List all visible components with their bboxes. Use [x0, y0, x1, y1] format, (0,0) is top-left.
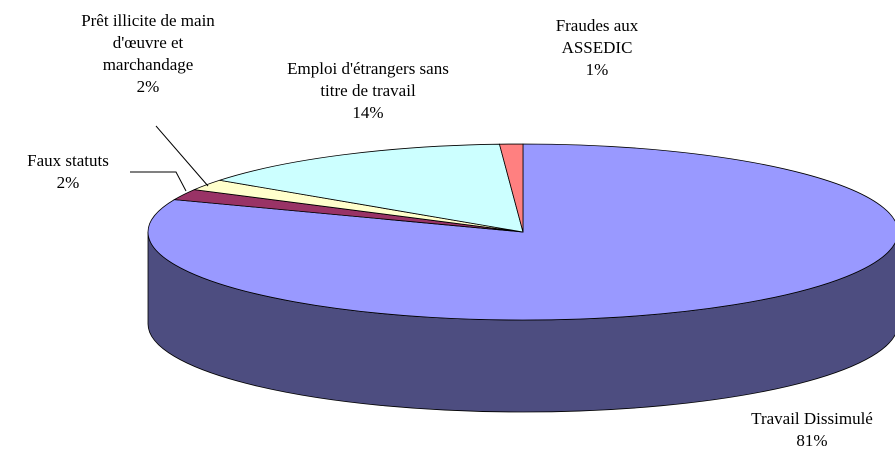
leader-line — [155, 125, 209, 187]
category-label: Travail Dissimulé — [751, 409, 873, 428]
slice-label: Emploi d'étrangers sans titre de travail… — [281, 58, 456, 124]
slice-label: Prêt illicite de main d'œuvre et marchan… — [68, 10, 228, 98]
category-label: Fraudes aux ASSEDIC — [555, 16, 639, 57]
slice — [498, 143, 524, 233]
slice — [219, 143, 524, 233]
value-label: 2% — [136, 77, 160, 96]
pie — [147, 143, 895, 413]
slice-label: Travail Dissimulé 81% — [702, 408, 895, 452]
category-label: Faux statuts — [27, 151, 109, 170]
category-label: Emploi d'étrangers sans titre de travail — [287, 59, 449, 100]
value-label: 81% — [796, 431, 828, 450]
value-label: 2% — [56, 173, 80, 192]
category-label: Prêt illicite de main d'œuvre et marchan… — [81, 11, 215, 74]
value-label: 14% — [352, 103, 384, 122]
value-label: 1% — [585, 60, 609, 79]
slice-label: Faux statuts 2% — [3, 150, 133, 194]
slice-label: Fraudes aux ASSEDIC 1% — [537, 15, 657, 81]
leader-line — [130, 171, 187, 192]
